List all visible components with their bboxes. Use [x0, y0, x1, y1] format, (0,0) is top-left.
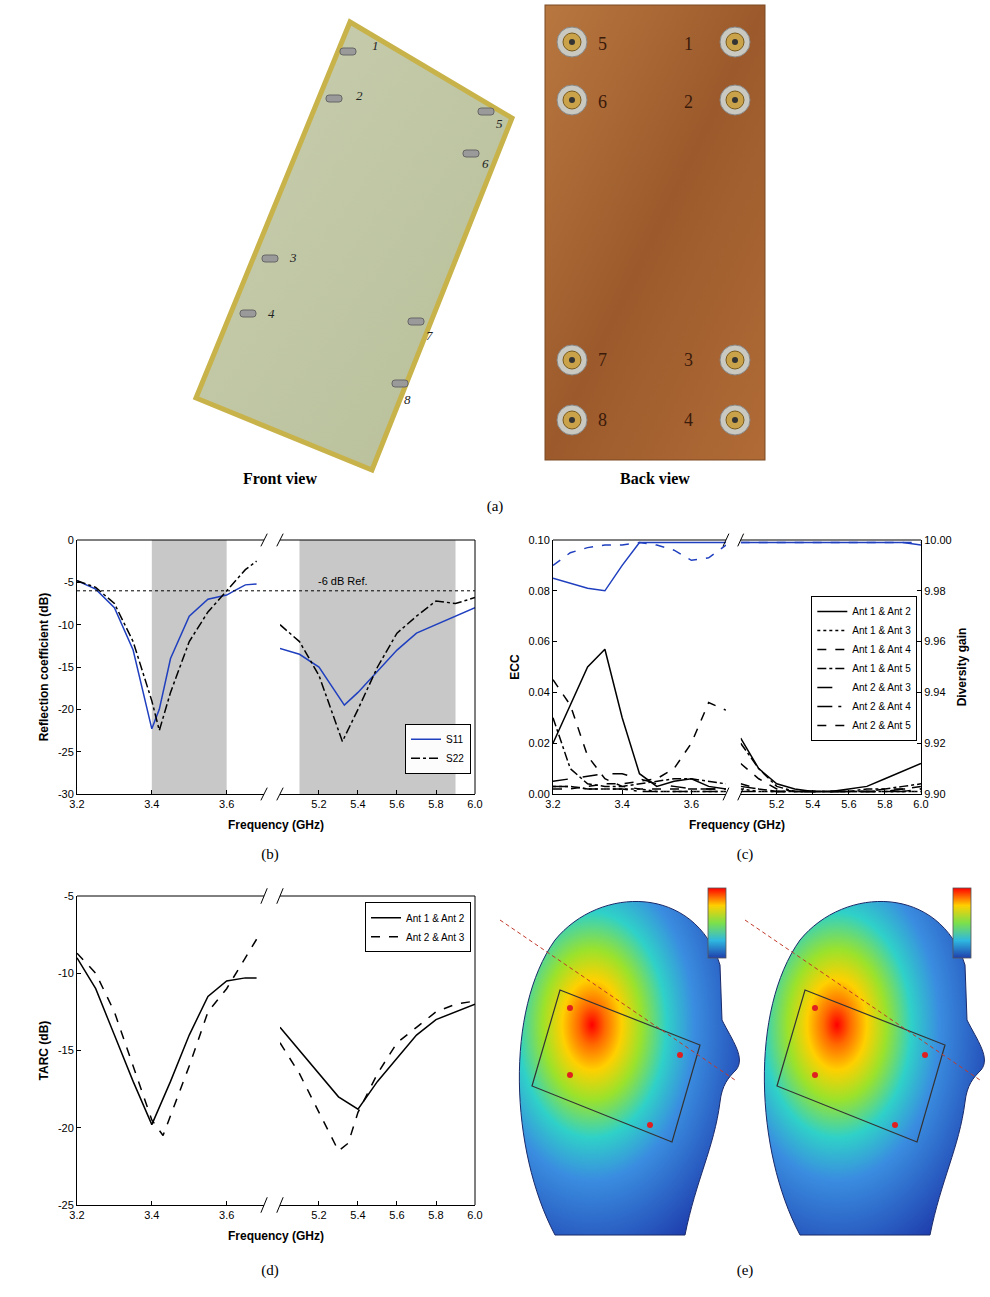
svg-text:-10: -10	[58, 619, 74, 631]
svg-text:0.10: 0.10	[528, 534, 549, 546]
svg-text:0.08: 0.08	[528, 585, 549, 597]
svg-text:9.96: 9.96	[924, 635, 945, 647]
svg-text:4: 4	[684, 410, 693, 430]
html-text:(e): (e)	[736, 1262, 754, 1278]
svg-text:3.4: 3.4	[144, 1209, 159, 1221]
svg-text:3.6: 3.6	[219, 1209, 234, 1221]
svg-text:TARC (dB): TARC (dB)	[37, 1021, 51, 1081]
svg-text:0.02: 0.02	[528, 737, 549, 749]
svg-text:3: 3	[289, 250, 297, 265]
svg-text:9.94: 9.94	[924, 686, 945, 698]
html-text:Back view: Back view	[620, 470, 690, 487]
svg-text:5.4: 5.4	[350, 798, 365, 810]
svg-text:5.8: 5.8	[428, 798, 443, 810]
svg-text:2: 2	[684, 92, 693, 112]
svg-text:9.90: 9.90	[924, 788, 945, 800]
svg-text:6: 6	[598, 92, 607, 112]
svg-text:Ant 1 & Ant 2: Ant 1 & Ant 2	[852, 606, 911, 617]
svg-text:6: 6	[482, 156, 489, 171]
svg-text:S11: S11	[446, 734, 463, 745]
svg-text:5.2: 5.2	[769, 798, 784, 810]
svg-text:3.4: 3.4	[615, 798, 630, 810]
svg-text:-25: -25	[58, 746, 74, 758]
svg-text:Ant 2 & Ant 3: Ant 2 & Ant 3	[852, 682, 911, 693]
svg-text:5.2: 5.2	[311, 798, 326, 810]
svg-text:Ant 2 & Ant 3: Ant 2 & Ant 3	[406, 932, 465, 943]
svg-text:5.6: 5.6	[841, 798, 856, 810]
svg-text:3: 3	[684, 350, 693, 370]
html-text:(d): (d)	[261, 1262, 279, 1278]
svg-text:3.4: 3.4	[144, 798, 159, 810]
html-text:(a): (a)	[486, 498, 504, 514]
svg-text:5: 5	[496, 116, 503, 131]
svg-text:5.8: 5.8	[428, 1209, 443, 1221]
svg-text:3.2: 3.2	[69, 798, 84, 810]
svg-text:-6 dB Ref.: -6 dB Ref.	[318, 575, 368, 587]
svg-text:8: 8	[404, 392, 411, 407]
svg-text:0.04: 0.04	[528, 686, 549, 698]
svg-text:-10: -10	[58, 967, 74, 979]
svg-text:6.0: 6.0	[913, 798, 928, 810]
svg-text:0.00: 0.00	[528, 788, 549, 800]
svg-text:6.0: 6.0	[467, 798, 482, 810]
html-text:Front view: Front view	[243, 470, 317, 487]
svg-text:5.6: 5.6	[389, 798, 404, 810]
svg-text:-20: -20	[58, 703, 74, 715]
svg-text:Ant 1 & Ant 5: Ant 1 & Ant 5	[852, 663, 911, 674]
svg-text:7: 7	[598, 350, 607, 370]
svg-text:1: 1	[684, 34, 693, 54]
svg-text:-20: -20	[58, 1122, 74, 1134]
svg-text:5.2: 5.2	[311, 1209, 326, 1221]
svg-text:2: 2	[356, 88, 363, 103]
svg-text:5.4: 5.4	[350, 1209, 365, 1221]
svg-text:Diversity gain: Diversity gain	[955, 628, 969, 707]
svg-text:-5: -5	[64, 576, 74, 588]
svg-text:Frequency (GHz): Frequency (GHz)	[228, 818, 324, 832]
svg-text:5: 5	[598, 34, 607, 54]
svg-text:3.6: 3.6	[684, 798, 699, 810]
html-text:(b): (b)	[261, 846, 279, 862]
svg-text:9.98: 9.98	[924, 585, 945, 597]
svg-text:Ant 2 & Ant 5: Ant 2 & Ant 5	[852, 720, 911, 731]
svg-text:9.92: 9.92	[924, 737, 945, 749]
svg-text:1: 1	[372, 38, 379, 53]
svg-text:Frequency (GHz): Frequency (GHz)	[689, 818, 785, 832]
svg-text:-15: -15	[58, 661, 74, 673]
svg-text:7: 7	[426, 328, 433, 343]
svg-text:Frequency (GHz): Frequency (GHz)	[228, 1229, 324, 1243]
svg-text:Ant 1 & Ant 2: Ant 1 & Ant 2	[406, 913, 465, 924]
svg-text:6.0: 6.0	[467, 1209, 482, 1221]
svg-text:8: 8	[598, 410, 607, 430]
svg-text:5.8: 5.8	[877, 798, 892, 810]
svg-text:Ant 1 & Ant 3: Ant 1 & Ant 3	[852, 625, 911, 636]
svg-text:3.2: 3.2	[69, 1209, 84, 1221]
svg-text:3.6: 3.6	[219, 798, 234, 810]
svg-text:-30: -30	[58, 788, 74, 800]
svg-text:S22: S22	[446, 753, 464, 764]
svg-text:10.00: 10.00	[924, 534, 952, 546]
svg-text:0.06: 0.06	[528, 635, 549, 647]
svg-text:5.4: 5.4	[805, 798, 820, 810]
svg-text:Ant 2 & Ant 4: Ant 2 & Ant 4	[852, 701, 911, 712]
svg-text:-5: -5	[64, 890, 74, 902]
svg-text:3.2: 3.2	[545, 798, 560, 810]
svg-text:Ant 1 & Ant 4: Ant 1 & Ant 4	[852, 644, 911, 655]
html-text:(c): (c)	[736, 846, 754, 862]
svg-text:5.6: 5.6	[389, 1209, 404, 1221]
svg-text:4: 4	[268, 306, 275, 321]
svg-text:ECC: ECC	[508, 654, 522, 680]
svg-text:-15: -15	[58, 1044, 74, 1056]
svg-text:Reflection coefficient (dB): Reflection coefficient (dB)	[37, 593, 51, 742]
svg-text:0: 0	[68, 534, 74, 546]
svg-text:-25: -25	[58, 1199, 74, 1211]
